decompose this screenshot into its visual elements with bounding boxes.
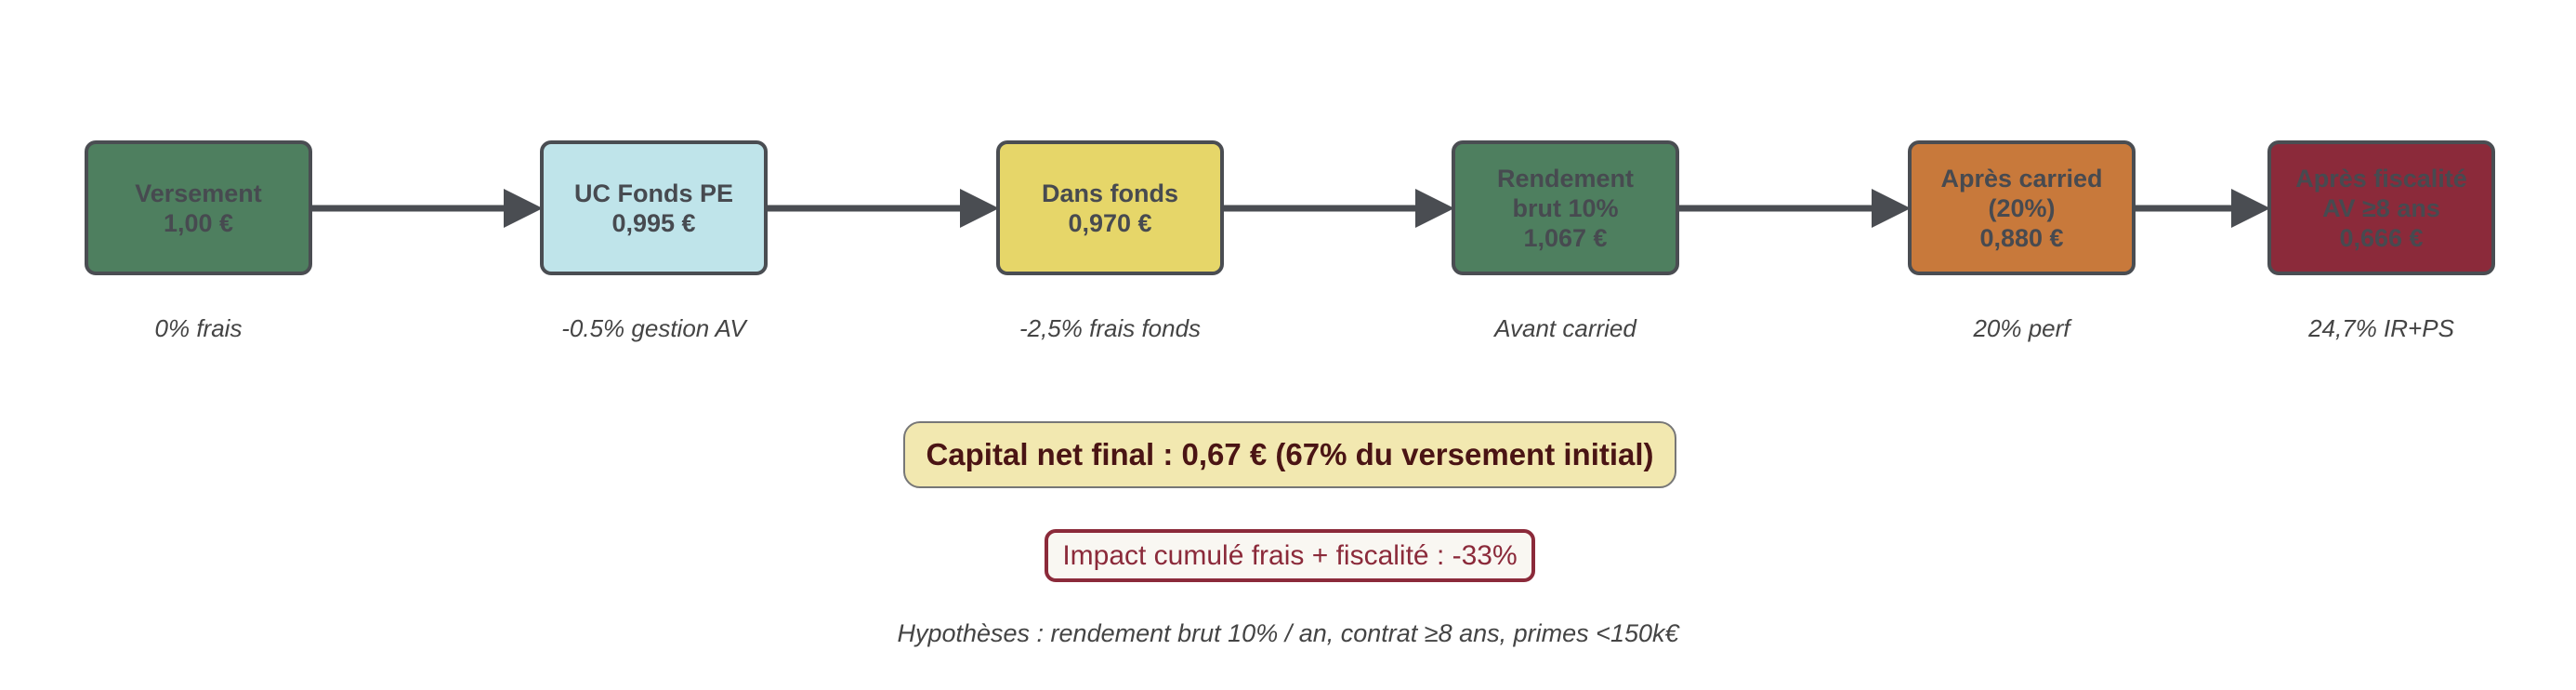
step-box: Rendement brut 10% 1,067 € — [1452, 140, 1679, 275]
step-box: Après carried (20%) 0,880 € — [1908, 140, 2136, 275]
step-label: Après carried (20%) 0,880 € — [1940, 164, 2103, 252]
capital-net-final-box: Capital net final : 0,67 € (67% du verse… — [903, 421, 1676, 488]
impact-box: Impact cumulé frais + fiscalité : -33% — [1045, 529, 1535, 582]
step-box: Versement 1,00 € — [85, 140, 312, 275]
step-box: Après fiscalité AV ≥8 ans 0,666 € — [2267, 140, 2495, 275]
step-box: Dans fonds 0,970 € — [996, 140, 1224, 275]
step-label: Rendement brut 10% 1,067 € — [1496, 164, 1635, 252]
step-label: Dans fonds 0,970 € — [1041, 179, 1178, 237]
step-caption: 20% perf — [1973, 314, 2070, 342]
impact-text: Impact cumulé frais + fiscalité : -33% — [1062, 539, 1518, 571]
capital-net-final-text: Capital net final : 0,67 € (67% du verse… — [926, 437, 1654, 471]
step-caption: 0% frais — [154, 314, 243, 342]
step-caption: -0.5% gestion AV — [561, 314, 746, 342]
step-caption: Avant carried — [1494, 314, 1636, 342]
step-label: Versement 1,00 € — [135, 179, 262, 237]
hypotheses-note: Hypothèses : rendement brut 10% / an, co… — [897, 619, 1679, 647]
step-caption: -2,5% frais fonds — [1019, 314, 1202, 342]
step-caption: 24,7% IR+PS — [2308, 314, 2454, 342]
step-box: UC Fonds PE 0,995 € — [540, 140, 768, 275]
step-label: Après fiscalité AV ≥8 ans 0,666 € — [2295, 164, 2467, 252]
step-label: UC Fonds PE 0,995 € — [573, 179, 733, 237]
